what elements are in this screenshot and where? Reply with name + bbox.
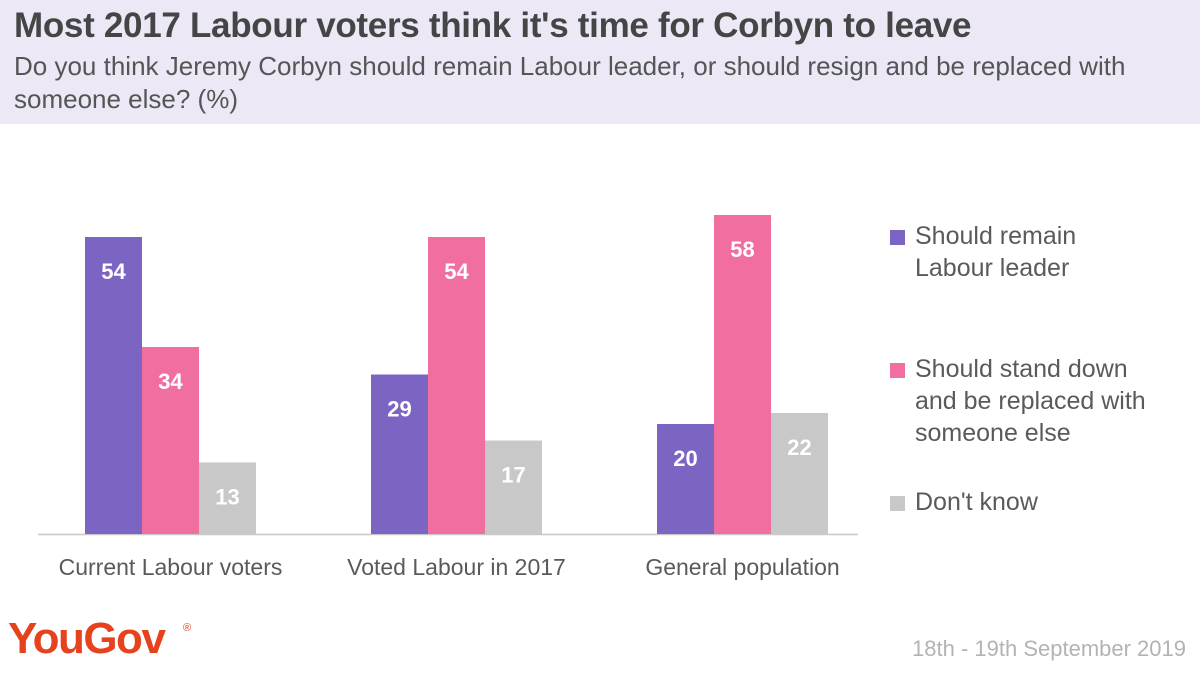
data-label-current-labour-voters-should-remain-labour-leader: 54 [101, 259, 126, 284]
data-label-general-population-should-stand-down-and-be-replaced-with-someone-else: 58 [730, 237, 754, 262]
bar-general-population-don-t-know [771, 413, 828, 534]
bar-voted-labour-in-2017-don-t-know [485, 440, 542, 534]
registered-mark: ® [183, 622, 192, 634]
data-label-voted-labour-in-2017-don-t-know: 17 [501, 463, 525, 488]
data-label-voted-labour-in-2017-should-remain-labour-leader: 29 [387, 397, 411, 422]
data-label-current-labour-voters-don-t-know: 13 [215, 485, 239, 510]
legend-swatch-remain [890, 230, 905, 245]
bar-current-labour-voters-don-t-know [199, 462, 256, 534]
bar-voted-labour-in-2017-should-stand-down-and-be-replaced-with-someone-else [428, 237, 485, 534]
legend-label-stand-down: Should stand down and be replaced with som… [915, 355, 1146, 447]
legend-swatch-dont-know [890, 496, 905, 511]
category-label-voted-labour-in-2017: Voted Labour in 2017 [347, 554, 566, 580]
category-label-current-labour-voters: Current Labour voters [59, 554, 283, 580]
bar-current-labour-voters-should-remain-labour-leader [85, 237, 142, 534]
data-label-general-population-don-t-know: 22 [787, 435, 811, 460]
bar-chart: 54 34 13 Current Labour voters 29 54 17 Voted L… [38, 215, 858, 580]
bar-general-population-should-remain-labour-leader [657, 424, 714, 534]
bar-general-population-should-stand-down-and-be-replaced-with-someone-else [714, 215, 771, 534]
data-label-voted-labour-in-2017-should-stand-down-and-be-replaced-with-someone-else: 54 [444, 259, 469, 284]
yougov-logo: YouGov [8, 614, 166, 663]
bar-voted-labour-in-2017-should-remain-labour-leader [371, 374, 428, 534]
chart-subtitle: Do you think Jeremy Corbyn should remain… [14, 51, 1126, 114]
chart-title: Most 2017 Labour voters think it's time … [14, 6, 972, 45]
category-label-general-population: General population [645, 554, 839, 580]
data-label-current-labour-voters-should-stand-down-and-be-replaced-with-someone-else: 34 [158, 369, 183, 394]
legend-swatch-stand-down [890, 363, 905, 378]
bar-current-labour-voters-should-stand-down-and-be-replaced-with-someone-else [142, 347, 199, 534]
header-band: Most 2017 Labour voters think it's time … [0, 0, 1200, 124]
fieldwork-date: 18th - 19th September 2019 [912, 636, 1186, 661]
legend-label-dont-know: Don't know [915, 488, 1038, 516]
data-label-general-population-should-remain-labour-leader: 20 [673, 446, 697, 471]
legend-label-remain: Should remain Labour leader [915, 222, 1077, 282]
